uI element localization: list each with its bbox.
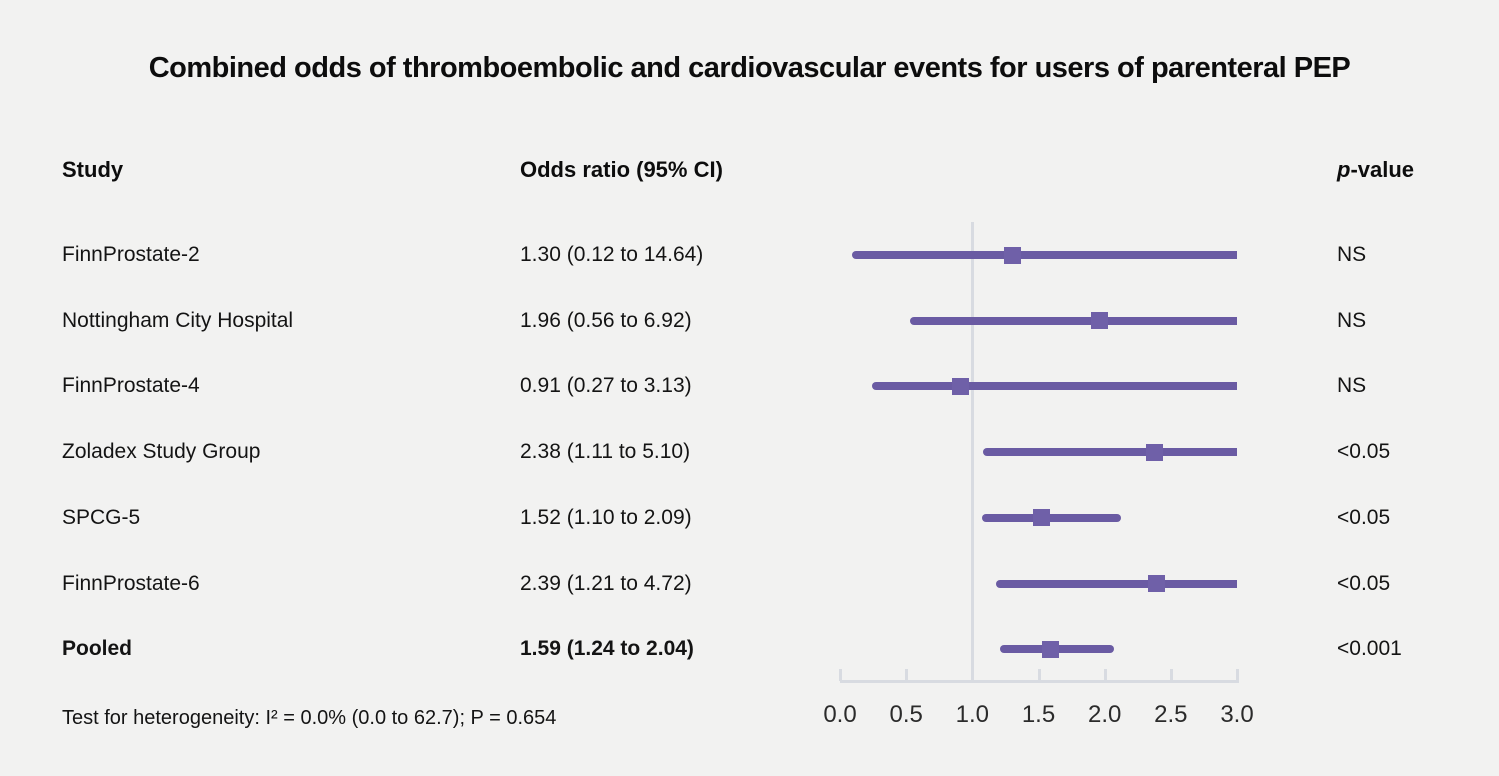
x-axis-tick-label: 2.0 [1087,701,1122,728]
odds-ratio-label: 1.52 (1.10 to 2.09) [520,505,692,529]
ci-line [851,251,1237,259]
ci-line [871,382,1237,391]
point-estimate-marker [1041,640,1059,658]
study-label: FinnProstate-6 [62,571,200,595]
p-value-label: <0.05 [1337,440,1391,464]
study-label: FinnProstate-4 [62,374,200,398]
ci-line [996,579,1237,588]
x-axis-tick-label: 0.5 [889,701,923,728]
study-label: FinnProstate-2 [62,243,200,266]
x-axis-tick [1103,669,1107,681]
point-estimate-marker [1090,312,1108,330]
point-estimate-marker [1032,509,1050,527]
p-value-label: <0.001 [1337,637,1402,661]
study-label: SPCG-5 [62,505,141,529]
odds-ratio-label: 1.59 (1.24 to 2.04) [520,637,694,661]
p-value-label: <0.05 [1337,505,1391,529]
column-header-study: Study [62,157,124,182]
odds-ratio-label: 2.39 (1.21 to 4.72) [520,571,692,595]
x-axis-tick-label: 0.0 [823,701,857,728]
x-axis-tick [1236,669,1239,681]
study-label: Pooled [62,637,133,661]
p-value-header-rest: -value [1350,157,1415,182]
p-value-label: NS [1337,374,1367,398]
ci-line [910,316,1237,325]
point-estimate-marker [1146,443,1164,461]
x-axis-tick [971,669,975,681]
chart-title: Combined odds of thromboembolic and card… [148,52,1351,84]
heterogeneity-note: Test for heterogeneity: I² = 0.0% (0.0 t… [62,707,557,729]
odds-ratio-label: 1.96 (0.56 to 6.92) [520,308,692,332]
x-axis-tick [905,669,909,681]
x-axis-tick [1169,669,1173,681]
x-axis-tick [1037,669,1041,681]
point-estimate-marker [951,377,969,395]
p-value-label: NS [1337,308,1367,332]
odds-ratio-label: 2.38 (1.11 to 5.10) [520,440,691,464]
x-axis-tick-label: 1.5 [1021,701,1056,728]
study-label: Nottingham City Hospital [62,308,294,332]
odds-ratio-label: 1.30 (0.12 to 14.64) [520,243,704,266]
ci-line [981,513,1121,522]
column-header-odds-ratio: Odds ratio (95% CI) [520,157,723,182]
odds-ratio-label: 0.91 (0.27 to 3.13) [520,374,692,398]
x-axis-line [840,680,1239,683]
p-value-header-italic-p: p [1337,157,1351,182]
x-axis-tick-label: 1.0 [955,701,990,728]
p-value-label: NS [1337,243,1367,266]
x-axis-tick-label: 3.0 [1220,701,1254,728]
point-estimate-marker [1003,246,1021,264]
column-header-p-value: p-value [1337,154,1414,186]
ci-line [982,448,1237,457]
study-label: Zoladex Study Group [62,440,261,464]
reference-line [970,222,974,683]
point-estimate-marker [1147,575,1165,592]
x-axis-tick-label: 2.5 [1154,701,1188,728]
p-value-label: <0.05 [1337,571,1391,595]
x-axis-tick [839,669,842,681]
